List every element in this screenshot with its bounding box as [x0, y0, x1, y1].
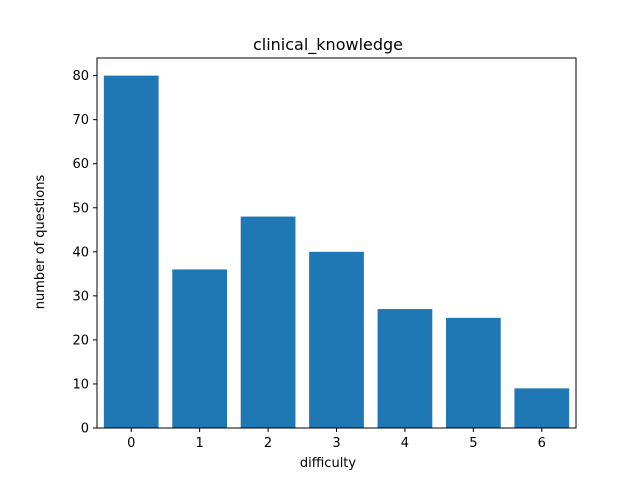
bar-2: [240, 216, 296, 428]
x-tick-label: 2: [264, 436, 272, 451]
x-tick-label: 6: [538, 436, 546, 451]
y-tick-label: 60: [72, 157, 89, 172]
bar-6: [514, 388, 570, 428]
x-tick-label: 0: [127, 436, 135, 451]
bar-3: [309, 251, 364, 428]
bar-5: [445, 317, 501, 428]
y-axis-label: number of questions: [33, 175, 48, 310]
x-tick-label: 4: [401, 436, 409, 451]
y-tick-label: 10: [72, 377, 89, 392]
bars-group: [103, 75, 570, 428]
chart-title: clinical_knowledge: [253, 35, 403, 55]
plot-frame: [96, 57, 577, 429]
y-tick-label: 40: [72, 245, 89, 260]
bar-4: [377, 309, 433, 428]
bar-0: [103, 75, 159, 428]
y-tick-label: 0: [81, 422, 89, 437]
bar-1: [172, 269, 228, 428]
y-tick-label: 80: [72, 69, 89, 84]
y-tick-label: 30: [72, 289, 89, 304]
x-axis: 0 1 2 3 4 5 6: [127, 428, 546, 451]
x-tick-label: 1: [196, 436, 204, 451]
x-axis-label: difficulty: [300, 456, 357, 471]
y-axis: 0 10 20 30 40 50 60 70 80: [72, 69, 97, 437]
x-tick-label: 3: [332, 436, 340, 451]
y-tick-label: 20: [72, 333, 89, 348]
x-tick-label: 5: [469, 436, 477, 451]
y-tick-label: 50: [72, 201, 89, 216]
y-tick-label: 70: [72, 113, 89, 128]
